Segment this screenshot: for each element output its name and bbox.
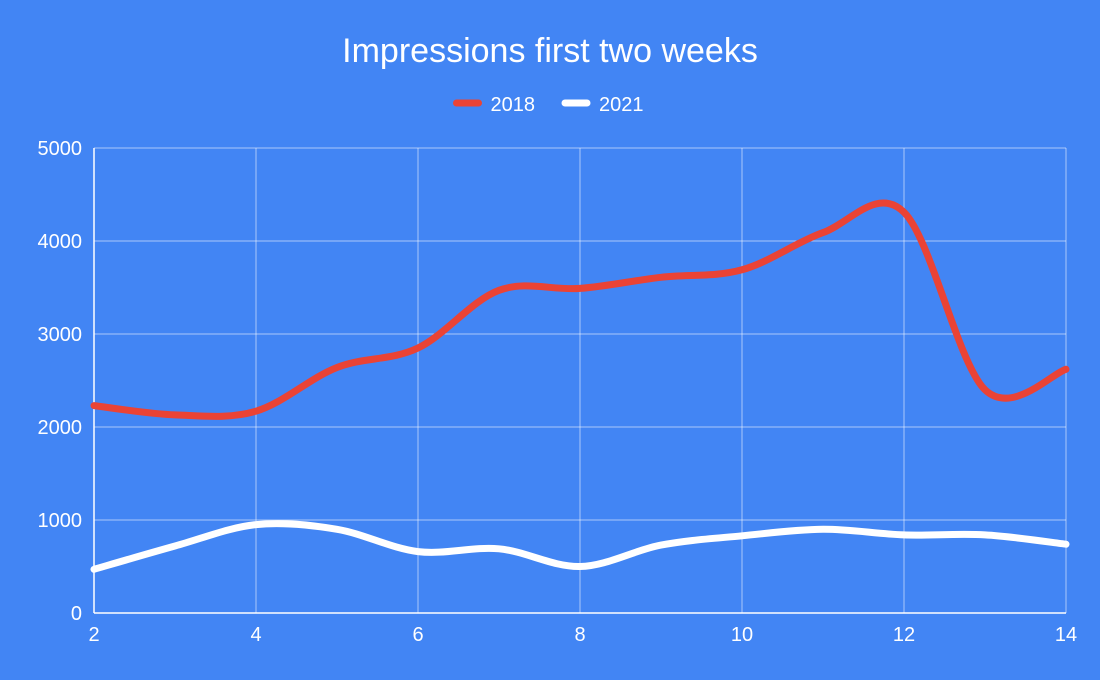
y-tick-label: 5000: [38, 138, 83, 160]
x-tick-label: 8: [574, 624, 585, 646]
x-axis-tick-labels: 2 4 6 8 10 12 14: [88, 624, 1077, 646]
y-tick-label: 0: [71, 603, 82, 625]
chart-axes: [93, 148, 1066, 614]
legend-label: 2018: [491, 94, 536, 116]
chart-title: Impressions first two weeks: [342, 32, 758, 70]
y-tick-label: 3000: [38, 324, 83, 346]
x-tick-label: 14: [1055, 624, 1077, 646]
series-line-2018: [90, 199, 1070, 420]
y-tick-label: 1000: [38, 510, 83, 532]
y-tick-label: 2000: [38, 417, 83, 439]
series-line-2021: [90, 520, 1070, 573]
x-tick-label: 10: [731, 624, 753, 646]
x-tick-label: 12: [893, 624, 915, 646]
x-tick-label: 4: [250, 624, 261, 646]
legend-label: 2021: [599, 94, 644, 116]
y-tick-label: 4000: [38, 231, 83, 253]
x-tick-label: 6: [412, 624, 423, 646]
x-tick-label: 2: [88, 624, 99, 646]
y-axis-tick-labels: 0 1000 2000 3000 4000 5000: [38, 138, 83, 625]
chart-legend: 2018 2021: [453, 94, 644, 116]
chart-series: [90, 199, 1070, 573]
chart-gridlines: [93, 147, 1067, 614]
